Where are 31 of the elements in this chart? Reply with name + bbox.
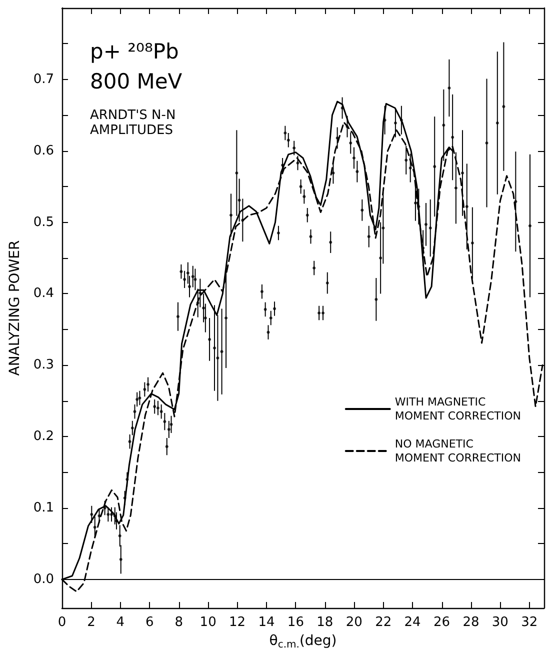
annotation: 800 MeV bbox=[90, 70, 183, 94]
y-tick-label: 0.4 bbox=[33, 286, 54, 302]
annotation: p+ ²⁰⁸Pb bbox=[90, 40, 179, 64]
x-tick-label: 24 bbox=[404, 615, 421, 630]
x-tick-label: 10 bbox=[200, 615, 216, 630]
y-tick-label: 0.6 bbox=[33, 143, 54, 158]
x-tick-label: 4 bbox=[116, 615, 125, 630]
x-tick-label: 16 bbox=[287, 615, 304, 630]
legend-label: NO MAGNETIC MOMENT CORRECTION bbox=[394, 438, 521, 464]
y-tick-label: 0.2 bbox=[33, 429, 54, 444]
y-tick-label: 0.1 bbox=[33, 500, 54, 516]
x-tick-label: 22 bbox=[375, 615, 392, 630]
y-tick-label: 0.3 bbox=[33, 358, 54, 373]
x-tick-label: 30 bbox=[492, 615, 508, 630]
x-tick-label: 18 bbox=[316, 615, 334, 630]
x-tick-label: 14 bbox=[258, 615, 275, 630]
y-tick-label: 0.5 bbox=[33, 214, 54, 230]
y-tick-label: 0.7 bbox=[33, 72, 54, 87]
x-tick-label: 26 bbox=[433, 615, 450, 630]
x-tick-label: 2 bbox=[87, 615, 96, 630]
y-tick-label: 0.0 bbox=[33, 572, 54, 587]
legend-label: WITH MAGNETIC MOMENT CORRECTION bbox=[394, 396, 521, 422]
x-tick-label: 32 bbox=[521, 615, 538, 630]
x-tick-label: 6 bbox=[145, 615, 154, 630]
x-tick-label: 8 bbox=[174, 615, 183, 630]
x-tick-label: 0 bbox=[58, 615, 66, 630]
x-tick-label: 20 bbox=[346, 615, 362, 630]
annotation: ARNDT'S N-N AMPLITUDES bbox=[90, 108, 176, 138]
y-axis-title: ANALYZING POWER bbox=[7, 240, 23, 376]
x-tick-label: 28 bbox=[462, 615, 480, 630]
x-tick-label: 12 bbox=[229, 615, 246, 630]
